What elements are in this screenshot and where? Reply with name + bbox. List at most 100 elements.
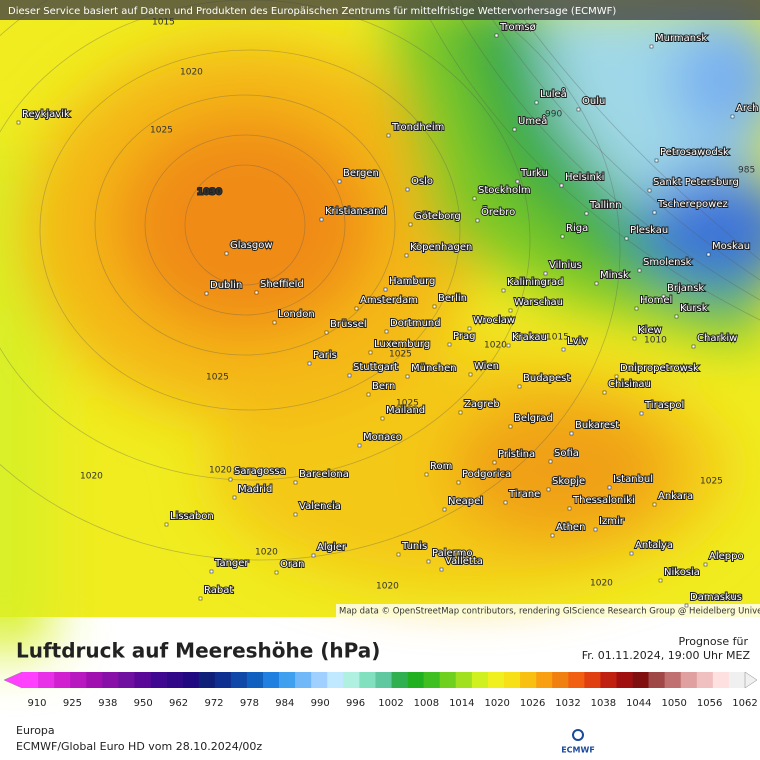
colorbar-cell [86, 672, 103, 688]
city-label: Berlin [438, 293, 467, 304]
city-marker [319, 217, 324, 222]
city-label: Arch [736, 103, 759, 114]
colorbar-cell [214, 672, 232, 688]
colorbar-cell [504, 672, 521, 688]
city-label: Wroclaw [473, 315, 515, 326]
city-marker [447, 342, 452, 347]
city-marker [337, 179, 342, 184]
model-run: ECMWF/Global Euro HD vom 28.10.2024/00z [16, 740, 262, 753]
city-marker [468, 372, 473, 377]
city-marker [501, 288, 506, 293]
city-label: Kursk [680, 303, 708, 314]
city-label: Barcelona [299, 469, 349, 480]
city-label: Neapel [448, 496, 483, 507]
city-label: Dnipropetrowsk [620, 363, 699, 374]
colorbar-cell [487, 672, 505, 688]
colorbar-cell [118, 672, 135, 688]
city-label: Luleå [540, 87, 567, 100]
city-label: Stuttgart [353, 362, 398, 373]
city-label: Minsk [600, 270, 629, 281]
isobar-label: 1020 [590, 579, 613, 589]
city-label: Vilnius [549, 260, 582, 271]
colorbar-cell [182, 672, 200, 688]
city-marker [366, 392, 371, 397]
colorbar-tick-label: 1032 [555, 698, 580, 709]
city-marker [293, 480, 298, 485]
colorbar-tick-label: 1062 [732, 698, 757, 709]
city-marker [652, 210, 657, 215]
colorbar-arrow-right [744, 671, 758, 689]
city-label: Warschau [514, 297, 563, 308]
city-label: Homel [640, 295, 672, 306]
city-label: Tanger [214, 558, 249, 569]
city-marker [254, 290, 259, 295]
colorbar-tick-label: 1008 [414, 698, 439, 709]
colorbar-arrow-left [3, 671, 23, 689]
colorbar-cell [423, 672, 441, 688]
isobar-label: 1020 [209, 466, 232, 476]
colorbar-cell [584, 672, 601, 688]
colorbar-cell [279, 672, 296, 688]
forecast-time: Fr. 01.11.2024, 19:00 Uhr MEZ [582, 649, 751, 662]
city-marker [458, 410, 463, 415]
city-marker [654, 158, 659, 163]
colorbar-cell [246, 672, 264, 688]
city-label: Smolensk [643, 257, 692, 268]
city-label: Monaco [363, 432, 402, 443]
isobar-label: 985 [738, 166, 755, 176]
colorbar-cell [102, 672, 119, 688]
city-label: Damaskus [690, 592, 742, 603]
attribution-bg [336, 604, 760, 617]
attribution: Map data © OpenStreetMap contributors, r… [339, 607, 760, 617]
city-marker [607, 485, 612, 490]
city-marker [16, 120, 21, 125]
colorbar-cell [134, 672, 151, 688]
city-marker [475, 218, 480, 223]
city-label: Trondheim [391, 122, 444, 133]
city-marker [560, 234, 565, 239]
city-label: Wien [474, 361, 499, 372]
high-pressure-label: 1030 [197, 188, 222, 198]
city-label: Dublin [210, 280, 242, 291]
colorbar-cell [536, 672, 553, 688]
city-label: Tscherepowez [657, 199, 728, 210]
colorbar-tick-label: 1038 [591, 698, 616, 709]
logo-icon [572, 729, 584, 741]
city-marker [467, 326, 472, 331]
pressure-field [0, 0, 760, 650]
colorbar-cell [728, 672, 746, 688]
city-marker [354, 306, 359, 311]
city-marker [472, 196, 477, 201]
city-label: Tiraspol [644, 400, 684, 411]
city-label: Turku [520, 168, 548, 179]
city-label: Glasgow [230, 240, 273, 251]
colorbar-cell [664, 672, 682, 688]
city-label: Izmir [599, 516, 625, 527]
city-marker [639, 411, 644, 416]
colorbar-cell [22, 672, 39, 688]
colorbar-tick-label: 1020 [484, 698, 509, 709]
city-label: Helsinki [565, 172, 604, 183]
city-label: Ankara [658, 491, 693, 502]
colorbar-cell [568, 672, 585, 688]
city-label: Athen [556, 522, 585, 533]
city-label: Murmansk [655, 33, 707, 44]
city-marker [164, 522, 169, 527]
city-marker [404, 253, 409, 258]
city-marker [384, 329, 389, 334]
city-label: Brjansk [667, 283, 704, 294]
city-marker [204, 291, 209, 296]
colorbar-tick-label: 1044 [626, 698, 651, 709]
city-label: Göteborg [414, 211, 461, 222]
isobar-label: 1025 [389, 350, 412, 360]
isobar-label: 1020 [80, 472, 103, 482]
colorbar-cell [70, 672, 87, 688]
city-marker [567, 506, 572, 511]
colorbar-cell [166, 672, 183, 688]
logo: ECMWF [561, 746, 595, 755]
city-label: Aleppo [709, 551, 744, 562]
city-label: Palermo [432, 548, 472, 559]
city-marker [569, 431, 574, 436]
colorbar-cell [327, 672, 344, 688]
city-marker [593, 527, 598, 532]
